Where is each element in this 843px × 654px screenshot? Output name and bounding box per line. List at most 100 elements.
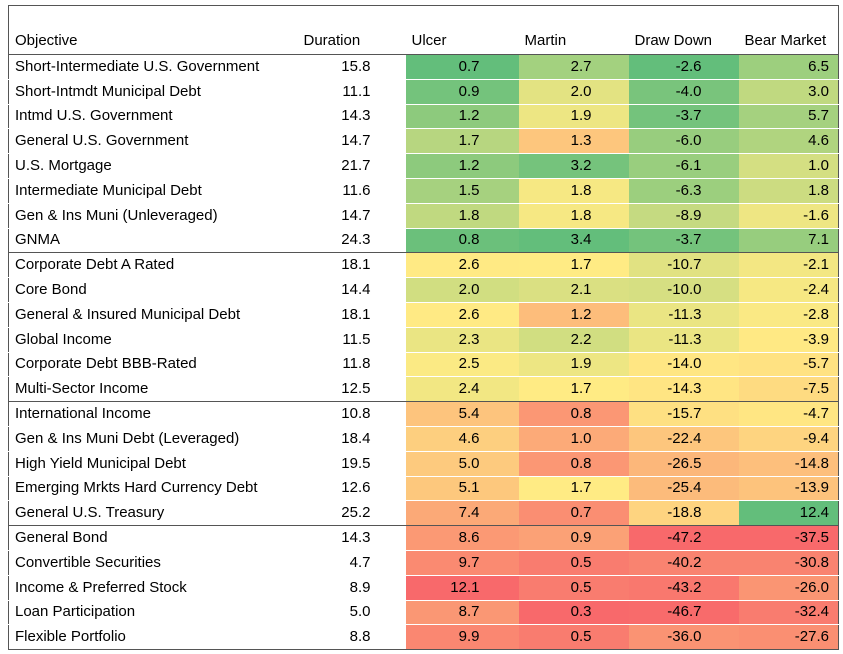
cell: 1.7: [518, 475, 629, 501]
cell: 7.1: [738, 227, 839, 253]
cell: -6.0: [628, 128, 739, 154]
cell: 14.3: [297, 103, 406, 129]
cell: -1.6: [738, 202, 839, 229]
cell: 3.4: [518, 227, 629, 253]
cell: 1.9: [518, 103, 629, 129]
column-header: Duration: [297, 5, 406, 55]
cell: -7.5: [738, 376, 839, 402]
cell: 18.4: [297, 425, 406, 452]
cell: 18.1: [297, 301, 406, 328]
cell: 2.2: [518, 326, 629, 353]
cell: -46.7: [628, 599, 739, 625]
table-body: Short-Intermediate U.S. Government 15.8 0.…: [8, 54, 839, 650]
cell: -22.4: [628, 425, 739, 452]
table-row: Multi-Sector Income 12.5 2.4 1.7 -14.3 -7.5: [8, 376, 839, 402]
cell: -27.6: [738, 624, 839, 650]
cell: -6.3: [628, 177, 739, 204]
row-label: Gen & Ins Muni (Unleveraged): [8, 202, 298, 229]
row-label: GNMA: [8, 227, 298, 253]
cell: 0.7: [405, 54, 519, 80]
table-row: High Yield Municipal Debt 19.5 5.0 0.8 -26.5…: [8, 450, 839, 477]
row-label: Gen & Ins Muni Debt (Leveraged): [8, 425, 298, 452]
cell: -2.6: [628, 54, 739, 80]
cell: 3.2: [518, 153, 629, 179]
cell: -32.4: [738, 599, 839, 625]
cell: -5.7: [738, 351, 839, 377]
table-row: Gen & Ins Muni (Unleveraged) 14.7 1.8 1.8 -8…: [8, 202, 839, 229]
cell: -3.9: [738, 326, 839, 353]
cell: 14.7: [297, 128, 406, 154]
table-row: General Bond 14.3 8.6 0.9 -47.2 -37.5: [8, 525, 839, 551]
row-label: Intermediate Municipal Debt: [8, 177, 298, 204]
cell: 9.7: [405, 549, 519, 576]
cell: -43.2: [628, 574, 739, 601]
cell: 18.1: [297, 252, 406, 278]
table-row: Flexible Portfolio 8.8 9.9 0.5 -36.0 -27.6: [8, 624, 839, 650]
cell: -3.7: [628, 103, 739, 129]
row-label: Corporate Debt BBB-Rated: [8, 351, 298, 377]
row-label: Intmd U.S. Government: [8, 103, 298, 129]
cell: -3.7: [628, 227, 739, 253]
row-label: Convertible Securities: [8, 549, 298, 576]
column-header: Bear Market: [738, 5, 839, 55]
cell: 2.4: [405, 376, 519, 402]
cell: 9.9: [405, 624, 519, 650]
cell: 1.2: [518, 301, 629, 328]
cell: 8.6: [405, 525, 519, 551]
table-row: Loan Participation 5.0 8.7 0.3 -46.7 -32.4: [8, 599, 839, 625]
cell: -10.0: [628, 277, 739, 303]
column-header: Ulcer: [405, 5, 519, 55]
cell: -11.3: [628, 326, 739, 353]
cell: 5.4: [405, 401, 519, 427]
cell: -2.8: [738, 301, 839, 328]
cell: 5.0: [297, 599, 406, 625]
cell: 2.5: [405, 351, 519, 377]
cell: -26.5: [628, 450, 739, 477]
cell: 5.1: [405, 475, 519, 501]
cell: 5.0: [405, 450, 519, 477]
cell: 1.2: [405, 103, 519, 129]
table-row: Convertible Securities 4.7 9.7 0.5 -40.2 -30.…: [8, 549, 839, 576]
cell: -14.0: [628, 351, 739, 377]
cell: 4.6: [738, 128, 839, 154]
row-label: Short-Intmdt Municipal Debt: [8, 78, 298, 105]
cell: 21.7: [297, 153, 406, 179]
cell: -36.0: [628, 624, 739, 650]
table-row: Short-Intermediate U.S. Government 15.8 0.…: [8, 54, 839, 80]
cell: 11.1: [297, 78, 406, 105]
cell: 1.7: [405, 128, 519, 154]
table-row: GNMA 24.3 0.8 3.4 -3.7 7.1: [8, 227, 839, 253]
cell: 2.0: [518, 78, 629, 105]
cell: -30.8: [738, 549, 839, 576]
table-row: U.S. Mortgage 21.7 1.2 3.2 -6.1 1.0: [8, 153, 839, 179]
row-label: General U.S. Government: [8, 128, 298, 154]
cell: 11.5: [297, 326, 406, 353]
row-label: Emerging Mrkts Hard Currency Debt: [8, 475, 298, 501]
table-row: General U.S. Treasury 25.2 7.4 0.7 -18.8 12.4: [8, 500, 839, 526]
cell: -2.4: [738, 277, 839, 303]
cell: 2.0: [405, 277, 519, 303]
cell: 1.0: [738, 153, 839, 179]
row-label: Corporate Debt A Rated: [8, 252, 298, 278]
row-label: Global Income: [8, 326, 298, 353]
cell: -11.3: [628, 301, 739, 328]
cell: 14.3: [297, 525, 406, 551]
cell: 1.5: [405, 177, 519, 204]
cell: -40.2: [628, 549, 739, 576]
row-label: Short-Intermediate U.S. Government: [8, 54, 298, 80]
header-row: Objective Duration Ulcer Martin Draw Down Bea…: [8, 5, 839, 55]
cell: -26.0: [738, 574, 839, 601]
cell: 1.7: [518, 252, 629, 278]
cell: -25.4: [628, 475, 739, 501]
table-row: International Income 10.8 5.4 0.8 -15.7 -4.7: [8, 401, 839, 427]
cell: 7.4: [405, 500, 519, 526]
cell: 2.3: [405, 326, 519, 353]
column-header: Draw Down: [628, 5, 739, 55]
table-row: Intmd U.S. Government 14.3 1.2 1.9 -3.7 5.7: [8, 103, 839, 129]
cell: 1.3: [518, 128, 629, 154]
cell: -37.5: [738, 525, 839, 551]
row-label: Multi-Sector Income: [8, 376, 298, 402]
cell: 15.8: [297, 54, 406, 80]
table-row: Core Bond 14.4 2.0 2.1 -10.0 -2.4: [8, 277, 839, 303]
cell: 12.4: [738, 500, 839, 526]
